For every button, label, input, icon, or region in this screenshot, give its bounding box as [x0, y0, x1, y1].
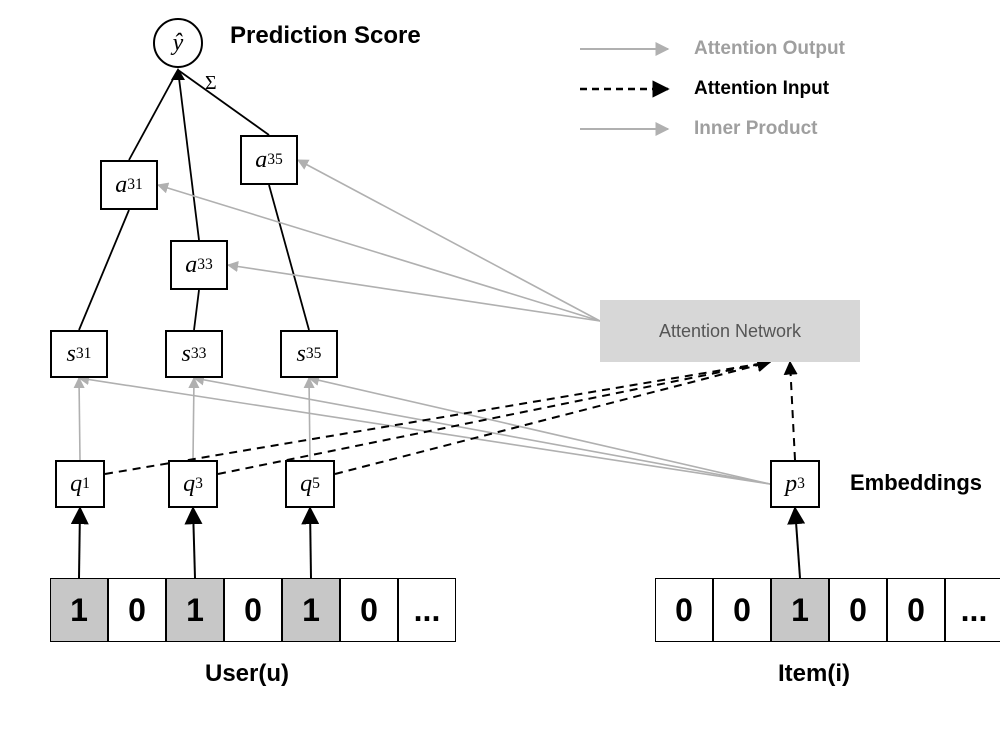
score-s31: s31: [50, 330, 108, 378]
legend-row-2: Inner Product: [578, 118, 818, 140]
sigma-label: Σ: [205, 72, 217, 95]
item-cell-4: 0: [887, 578, 945, 642]
legend-row-1: Attention Input: [578, 78, 829, 100]
attention-coeff-a31: a31: [100, 160, 158, 210]
attention-coeff-a33: a33: [170, 240, 228, 290]
user-cell-0: 1: [50, 578, 108, 642]
embeddings-label: Embeddings: [850, 470, 982, 496]
item-cell-5: ...: [945, 578, 1000, 642]
user-embedding-q3: q3: [168, 460, 218, 508]
prediction-node: ŷ: [153, 18, 203, 68]
user-cell-3: 0: [224, 578, 282, 642]
user-cell-2: 1: [166, 578, 224, 642]
user-embedding-q1: q1: [55, 460, 105, 508]
user-embedding-q5: q5: [285, 460, 335, 508]
user-label: User(u): [205, 660, 289, 688]
prediction-title: Prediction Score: [230, 22, 421, 50]
prediction-symbol: ŷ: [173, 30, 184, 57]
score-s35: s35: [280, 330, 338, 378]
user-cell-1: 0: [108, 578, 166, 642]
attention-network-box: Attention Network: [600, 300, 860, 362]
attention-network-label: Attention Network: [659, 321, 801, 342]
item-embedding-p3: p3: [770, 460, 820, 508]
item-cell-0: 0: [655, 578, 713, 642]
item-cell-3: 0: [829, 578, 887, 642]
item-cell-1: 0: [713, 578, 771, 642]
legend-row-0: Attention Output: [578, 38, 845, 60]
user-cell-6: ...: [398, 578, 456, 642]
item-cell-2: 1: [771, 578, 829, 642]
attention-coeff-a35: a35: [240, 135, 298, 185]
user-cell-4: 1: [282, 578, 340, 642]
item-label: Item(i): [778, 660, 850, 688]
user-cell-5: 0: [340, 578, 398, 642]
score-s33: s33: [165, 330, 223, 378]
